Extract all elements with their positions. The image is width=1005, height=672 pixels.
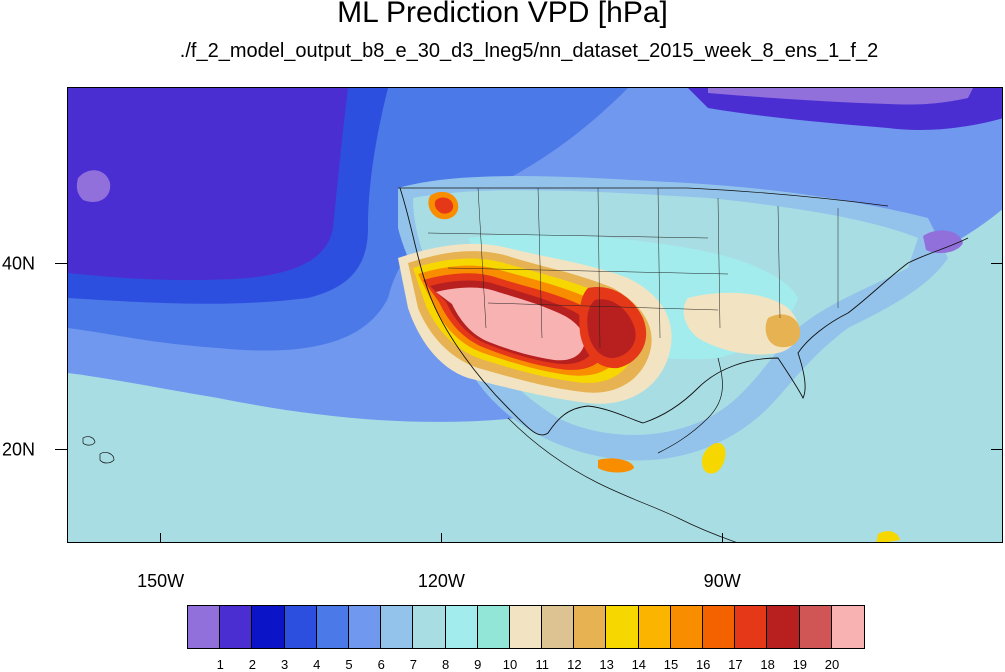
colorbar-label-3: 3: [280, 657, 289, 672]
colorbar-label-10: 10: [502, 657, 518, 672]
x-tick-label-2: 90W: [703, 571, 741, 591]
plot-title: ML Prediction VPD [hPa]: [337, 0, 668, 29]
colorbar-swatch-6: [381, 606, 414, 648]
colorbar-label-8: 8: [441, 657, 450, 672]
colorbar-swatch-12: [574, 606, 607, 648]
colorbar-swatch-17: [735, 606, 768, 648]
colorbar-swatch-4: [316, 606, 349, 648]
colorbar-swatch-0: [188, 606, 221, 648]
colorbar-swatch-18: [767, 606, 800, 648]
vpd-map: [67, 87, 1003, 543]
colorbar-swatch-11: [542, 606, 575, 648]
colorbar-label-20: 20: [824, 657, 840, 672]
x-tick-label-1: 120W: [417, 571, 465, 591]
colorbar-swatch-20: [831, 606, 864, 648]
y-tick-mark-r-1: [991, 449, 1003, 451]
colorbar-swatch-15: [670, 606, 703, 648]
y-tick-mark-l-1: [55, 449, 67, 451]
x-tick-mark-0: [160, 533, 162, 543]
colorbar-label-1: 1: [216, 657, 224, 672]
colorbar-label-15: 15: [663, 657, 679, 672]
colorbar-swatch-19: [799, 606, 832, 648]
colorbar: [187, 605, 865, 649]
colorbar-label-2: 2: [248, 657, 257, 672]
colorbar-label-19: 19: [792, 657, 808, 672]
colorbar-label-5: 5: [345, 657, 353, 672]
plot-subtitle: ./f_2_model_output_b8_e_30_d3_lneg5/nn_d…: [179, 40, 879, 62]
colorbar-swatch-16: [703, 606, 736, 648]
colorbar-label-4: 4: [313, 657, 321, 672]
colorbar-label-14: 14: [631, 657, 647, 672]
colorbar-label-16: 16: [695, 657, 711, 672]
y-tick-mark-r-0: [991, 263, 1003, 265]
colorbar-swatch-8: [445, 606, 478, 648]
colorbar-label-12: 12: [567, 657, 582, 672]
colorbar-swatch-14: [638, 606, 671, 648]
x-tick-label-0: 150W: [137, 571, 185, 591]
colorbar-swatch-13: [606, 606, 639, 648]
y-tick-label-0: 40N: [2, 253, 36, 274]
colorbar-swatch-7: [413, 606, 446, 648]
colorbar-label-9: 9: [474, 657, 482, 672]
vpd-field: [68, 88, 1002, 542]
colorbar-label-13: 13: [599, 657, 614, 672]
colorbar-label-7: 7: [409, 657, 418, 672]
x-tick-mark-2: [721, 533, 723, 543]
colorbar-swatch-1: [220, 606, 253, 648]
colorbar-swatch-5: [348, 606, 382, 648]
colorbar-swatch-10: [509, 606, 543, 648]
colorbar-label-18: 18: [760, 657, 775, 672]
colorbar-swatch-2: [252, 606, 285, 648]
colorbar-label-6: 6: [377, 657, 385, 672]
colorbar-label-11: 11: [535, 657, 549, 672]
colorbar-swatch-3: [284, 606, 317, 648]
y-tick-label-1: 20N: [2, 439, 36, 460]
x-tick-mark-1: [440, 533, 442, 543]
colorbar-swatch-9: [477, 606, 510, 648]
colorbar-label-17: 17: [728, 657, 743, 672]
y-tick-mark-l-0: [55, 263, 67, 265]
